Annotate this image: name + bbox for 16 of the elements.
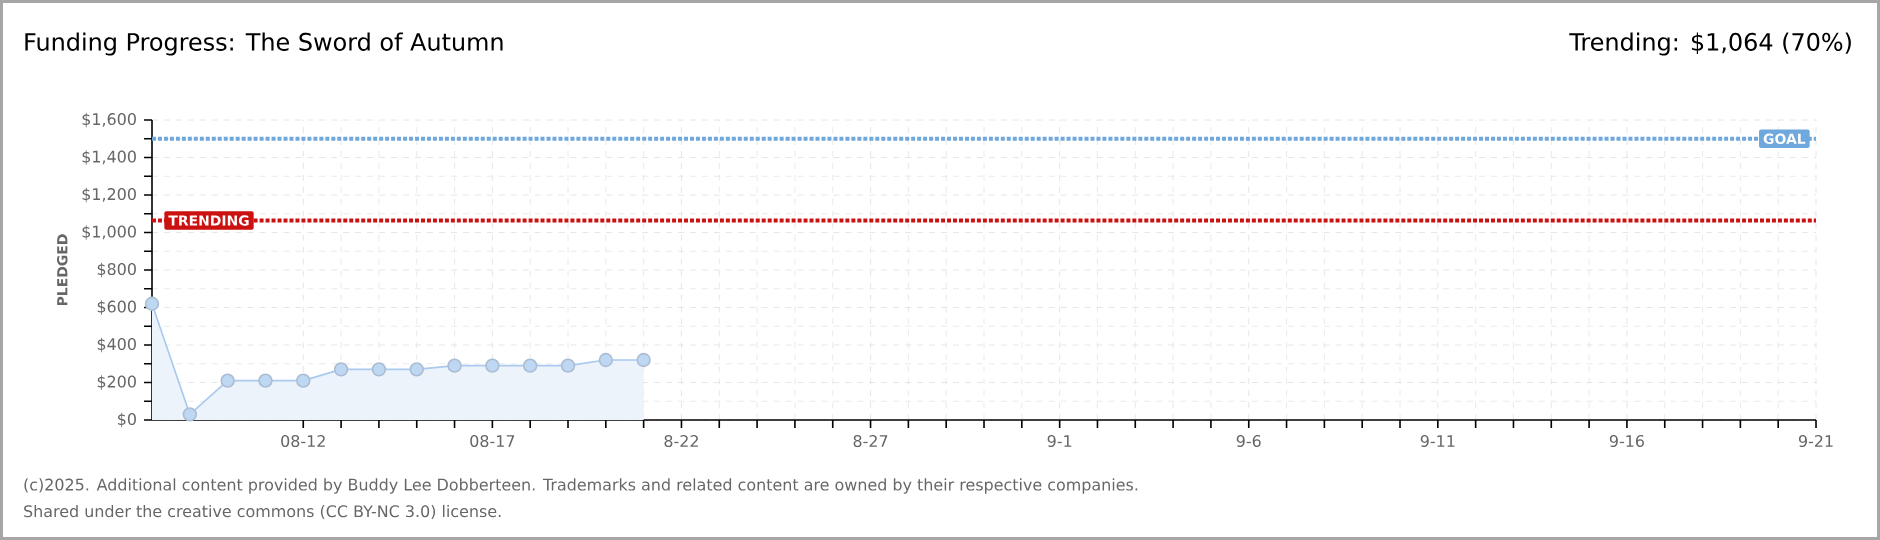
point [296,373,311,388]
point [523,358,538,373]
point [371,362,387,377]
chart-subtitle: Trending: $1,064 (70%) [1569,32,1851,56]
point [258,373,273,388]
point [560,358,576,373]
point [220,373,235,388]
point [182,407,197,422]
point [144,296,160,311]
chart-title: Funding Progress: The Sword of Autumn [25,32,503,56]
point [598,352,613,368]
point [409,362,424,377]
point [636,352,651,368]
point [485,358,500,373]
point [333,362,349,377]
point [447,358,462,373]
